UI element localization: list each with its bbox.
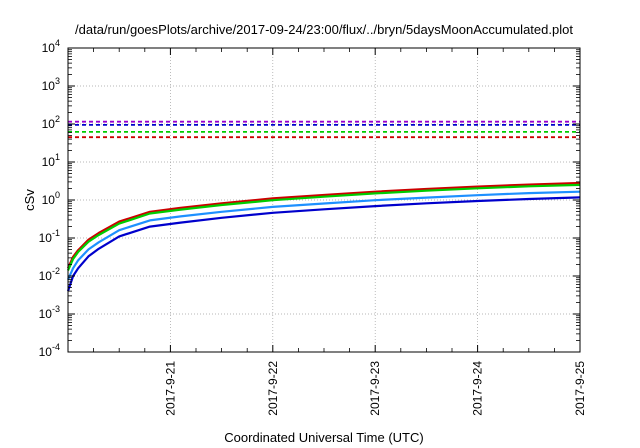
x-tick-label: 2017-9-23 <box>368 361 382 416</box>
y-axis-label: cSv <box>22 189 37 211</box>
x-axis-label: Coordinated Universal Time (UTC) <box>224 430 423 445</box>
x-axis: 2017-9-21 2017-9-22 2017-9-23 2017-9-24 2017… <box>93 48 587 416</box>
series-line <box>66 181 581 269</box>
y-tick-label: 104 <box>42 38 60 55</box>
x-tick-label: 2017-9-25 <box>573 361 587 416</box>
series-line <box>66 190 581 281</box>
x-tick-label: 2017-9-21 <box>163 361 177 416</box>
series-line <box>66 183 581 271</box>
y-tick-label: 10-3 <box>39 304 60 321</box>
threshold-lines <box>68 120 580 139</box>
y-tick-label: 101 <box>42 152 60 169</box>
series-line <box>66 196 581 292</box>
y-tick-label: 103 <box>42 76 60 93</box>
y-axis: 10-4 10-3 10-2 10-1 100 101 102 103 104 <box>39 38 580 359</box>
x-tick-label: 2017-9-24 <box>471 361 485 416</box>
chart-title: /data/run/goesPlots/archive/2017-09-24/2… <box>75 22 573 37</box>
y-tick-label: 100 <box>42 190 60 207</box>
y-tick-label: 10-2 <box>39 266 60 283</box>
y-tick-label: 10-4 <box>39 342 60 359</box>
y-tick-label: 10-1 <box>39 228 60 245</box>
x-tick-label: 2017-9-22 <box>266 361 280 416</box>
y-tick-label: 102 <box>42 114 60 131</box>
data-series <box>66 181 581 292</box>
